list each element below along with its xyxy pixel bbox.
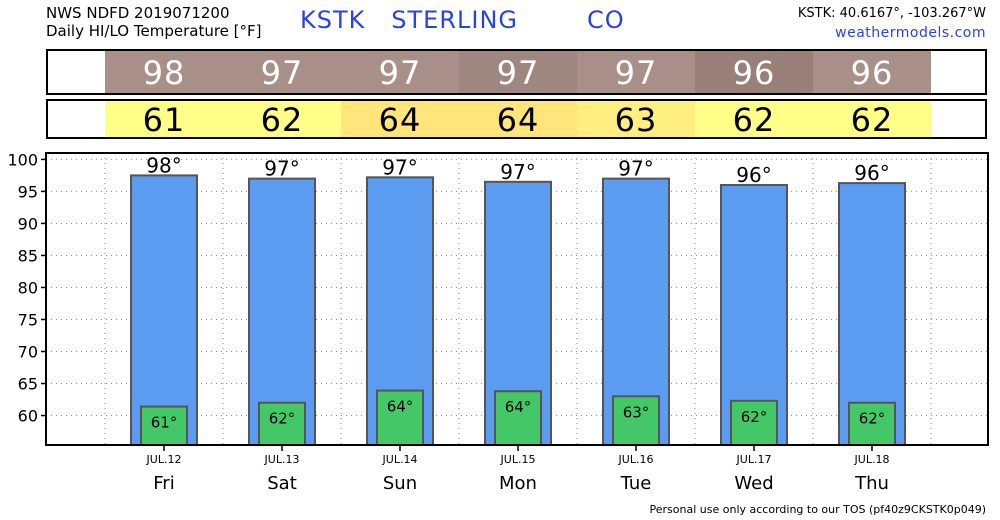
high-temp-cell: 97 (341, 51, 459, 93)
day-label: Tue (620, 473, 652, 494)
low-temp-label: 61° (151, 414, 178, 432)
plot-frame (45, 152, 989, 446)
high-temp-label: 96° (736, 163, 771, 187)
low-temp-cell: 62 (223, 101, 341, 139)
date-label: JUL.17 (736, 453, 772, 466)
y-tick-label: 80 (18, 278, 38, 297)
date-label: JUL.13 (264, 453, 300, 466)
low-temperature-row: 61 62 64 64 63 62 62 (46, 99, 987, 139)
low-temp-cell: 61 (105, 101, 223, 139)
high-temp-bar (130, 174, 198, 446)
date-label: JUL.16 (618, 453, 654, 466)
tos-footer: Personal use only according to our TOS (… (649, 503, 986, 516)
y-tick-label: 95 (18, 182, 38, 201)
day-label: Thu (854, 473, 889, 494)
y-tick-label: 90 (18, 214, 38, 233)
date-label: JUL.14 (382, 453, 418, 466)
low-temp-cell: 64 (459, 101, 577, 139)
day-label: Fri (153, 473, 174, 494)
high-temp-cell: 96 (695, 51, 813, 93)
day-label: Sun (383, 473, 417, 494)
low-temp-cell: 64 (341, 101, 459, 139)
site-link[interactable]: weathermodels.com (835, 25, 986, 41)
low-temp-label: 64° (387, 398, 414, 416)
date-label: JUL.15 (500, 453, 536, 466)
day-label: Sat (267, 473, 297, 494)
day-label: Mon (499, 473, 537, 494)
date-label: JUL.18 (854, 453, 890, 466)
y-tick-label: 65 (18, 375, 38, 394)
day-label: Wed (734, 473, 773, 494)
low-temp-cell: 62 (813, 101, 931, 139)
high-temp-cell: 97 (223, 51, 341, 93)
y-tick-label: 70 (18, 343, 38, 362)
low-temp-cell: 63 (577, 101, 695, 139)
high-temp-cell: 98 (105, 51, 223, 93)
product-title: NWS NDFD 2019071200 (46, 4, 230, 22)
low-temp-label: 62° (859, 410, 886, 428)
date-label: JUL.12 (146, 453, 182, 466)
y-tick-label: 85 (18, 246, 38, 265)
low-temp-label: 62° (269, 410, 296, 428)
y-tick-label: 60 (18, 407, 38, 426)
high-temp-label: 97° (500, 160, 535, 184)
low-temp-label: 62° (741, 408, 768, 426)
high-temp-cell: 97 (459, 51, 577, 93)
high-temp-label: 97° (382, 155, 417, 179)
station-title: KSTK STERLING CO (300, 6, 625, 34)
station-coordinates: KSTK: 40.6167°, -103.267°W (797, 6, 986, 21)
low-temp-label: 63° (623, 403, 650, 421)
low-temp-bar (612, 395, 660, 446)
high-temperature-row: 98 97 97 97 97 96 96 (46, 49, 987, 95)
high-temp-cell: 97 (577, 51, 695, 93)
high-temp-bar (248, 177, 316, 446)
low-temp-label: 64° (505, 398, 532, 416)
y-tick-label: 100 (7, 150, 38, 169)
high-temp-label: 97° (618, 157, 653, 181)
low-temp-cell: 62 (695, 101, 813, 139)
temperature-bar-chart: 98° 61° 97° 62° 97° 64° 97° 64° 97° 63° 96° 62° 96° 6… (7, 150, 989, 494)
y-tick-label: 75 (18, 310, 38, 329)
high-temp-label: 97° (264, 157, 299, 181)
high-temp-bar (838, 182, 906, 446)
high-temp-label: 98° (146, 153, 181, 177)
high-temp-cell: 96 (813, 51, 931, 93)
high-temp-label: 96° (854, 161, 889, 185)
product-subtitle: Daily HI/LO Temperature [°F] (46, 22, 262, 40)
